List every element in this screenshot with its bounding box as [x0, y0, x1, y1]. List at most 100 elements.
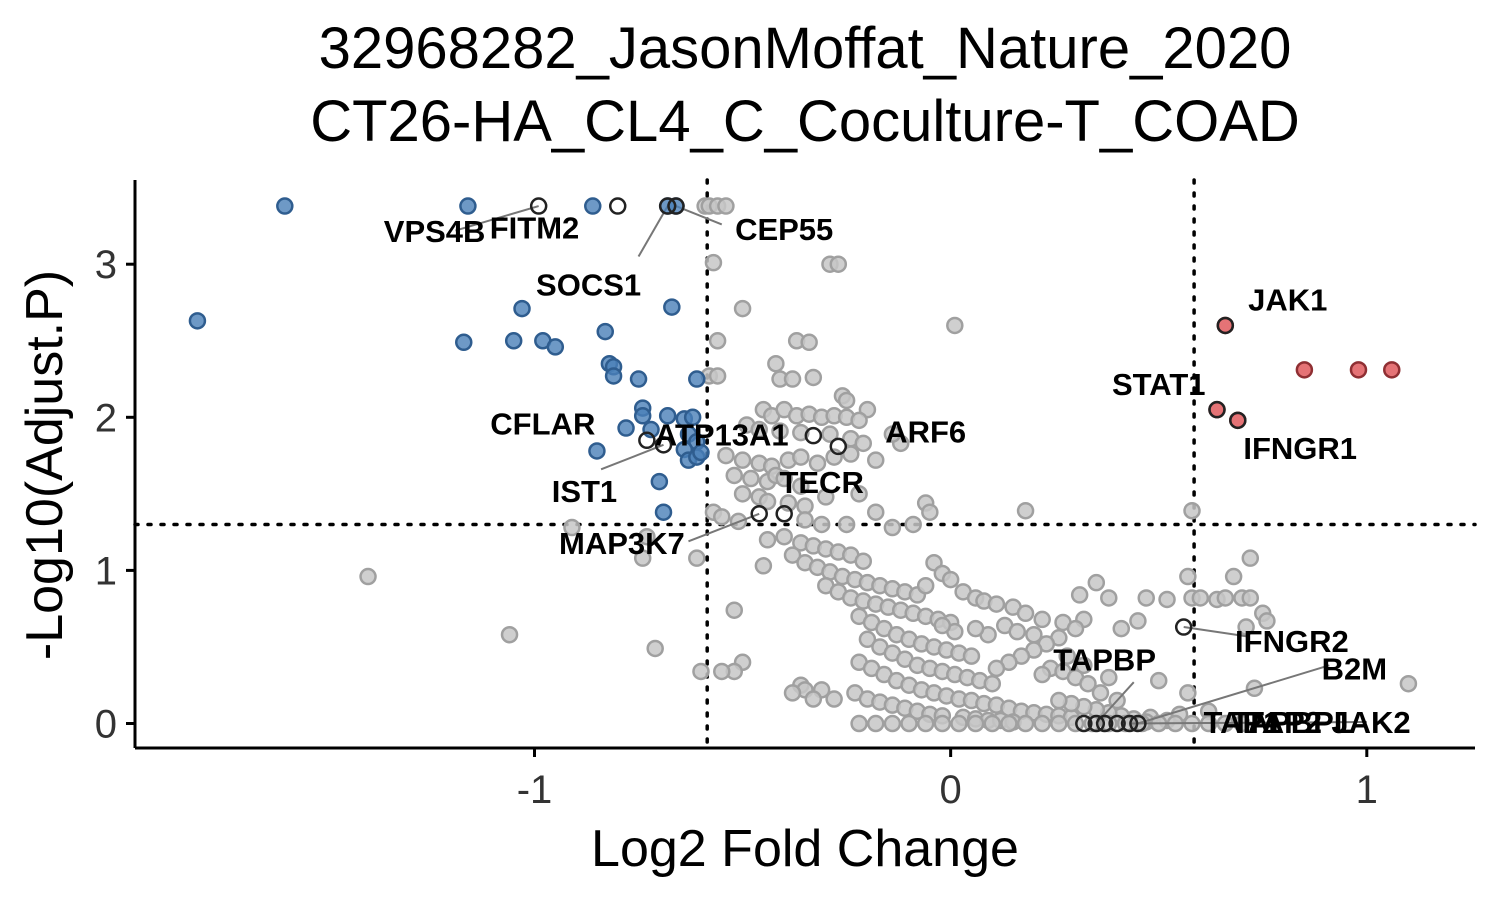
ns-point: [800, 333, 818, 352]
ns-point: [950, 714, 968, 733]
ns-point: [829, 255, 848, 273]
threshold-lines: [133, 178, 1477, 750]
labeled-point: [829, 437, 848, 456]
ns-point: [359, 567, 377, 586]
ns-point: [866, 714, 885, 733]
labeled-point: [529, 197, 548, 215]
down-point: [188, 312, 207, 330]
ns-point: [792, 423, 810, 442]
labeled-point: [1216, 316, 1235, 335]
labeled-point: [775, 505, 793, 523]
labeled-point: [1087, 714, 1106, 733]
ns-point: [725, 466, 744, 485]
ns-point: [1025, 625, 1043, 644]
gene-label: FITM2: [490, 211, 580, 246]
ns-point: [783, 370, 802, 388]
ns-point: [792, 448, 810, 466]
labeled-point: [658, 197, 677, 215]
ns-point: [1100, 589, 1118, 607]
down-point: [654, 503, 673, 521]
ns-point: [783, 684, 802, 702]
down-point: [663, 298, 681, 316]
ns-point: [717, 197, 735, 215]
down-point: [459, 197, 477, 215]
x-axis-label: Log2 Fold Change: [591, 820, 1019, 878]
ns-point: [767, 354, 785, 373]
down-point: [546, 338, 565, 356]
ns-point: [966, 619, 985, 638]
labeled-point: [608, 197, 627, 215]
ns-point: [1224, 567, 1243, 586]
ns-point: [1033, 714, 1051, 733]
down-point: [633, 407, 652, 425]
ns-point: [733, 299, 752, 318]
significant-points: [188, 197, 1401, 733]
down-point: [513, 299, 531, 318]
labeled-point: [638, 431, 656, 450]
ns-point: [883, 518, 902, 537]
ns-point: [933, 616, 952, 635]
down-point: [596, 322, 614, 341]
ns-point: [1137, 589, 1155, 607]
down-point: [604, 367, 623, 385]
up-point: [1349, 361, 1368, 379]
ns-point: [796, 511, 814, 529]
ns-point: [775, 527, 793, 546]
ns-point: [808, 454, 827, 472]
ns-point: [933, 714, 952, 733]
ns-point: [866, 503, 885, 521]
ns-point: [904, 515, 922, 534]
ns-point: [921, 503, 939, 521]
ns-point: [1016, 501, 1035, 520]
ns-point: [966, 714, 985, 733]
y-tick-label: 1: [95, 549, 117, 593]
down-point: [584, 197, 602, 215]
ns-point: [1241, 589, 1260, 607]
ns-point: [1399, 674, 1418, 693]
ns-point: [1033, 610, 1051, 629]
ns-point: [858, 630, 877, 649]
ns-point: [804, 368, 823, 387]
gene-label: VPS4B: [384, 214, 486, 249]
labeled-point: [1120, 714, 1139, 733]
ns-point: [842, 445, 860, 463]
x-tick-label: 1: [1356, 768, 1378, 812]
ns-point: [983, 714, 1002, 733]
ns-point: [916, 576, 935, 595]
ns-point: [837, 515, 856, 534]
ns-point: [1070, 586, 1089, 604]
down-point: [692, 443, 710, 462]
gene-label: JAK2: [1331, 705, 1410, 740]
x-tick-label: 0: [940, 768, 962, 812]
ns-point: [500, 625, 519, 644]
leader-line: [1183, 626, 1247, 638]
ns-point: [725, 601, 744, 619]
ns-point: [854, 552, 873, 570]
ns-point: [946, 316, 964, 335]
labeled-point: [654, 436, 673, 454]
down-point: [276, 197, 294, 215]
down-point: [683, 408, 702, 427]
ns-point: [563, 518, 581, 537]
leader-line: [455, 205, 539, 232]
ns-point: [1179, 684, 1197, 702]
ns-point: [1016, 604, 1035, 623]
ns-point: [854, 434, 873, 453]
ns-point: [987, 659, 1006, 678]
ns-point: [717, 446, 735, 465]
ns-point: [783, 546, 802, 564]
ns-point: [825, 690, 843, 708]
ns-point: [713, 662, 731, 681]
labeled-point: [1075, 714, 1093, 733]
ns-point: [1100, 668, 1118, 687]
ns-point: [850, 714, 868, 733]
up-point: [1383, 361, 1401, 379]
ns-point: [733, 485, 752, 503]
ns-point: [1008, 622, 1026, 641]
down-point: [688, 370, 706, 388]
down-point: [617, 419, 635, 437]
ns-point: [1191, 589, 1210, 607]
down-point: [658, 407, 677, 425]
ns-point: [804, 690, 823, 708]
ns-point: [916, 714, 935, 733]
